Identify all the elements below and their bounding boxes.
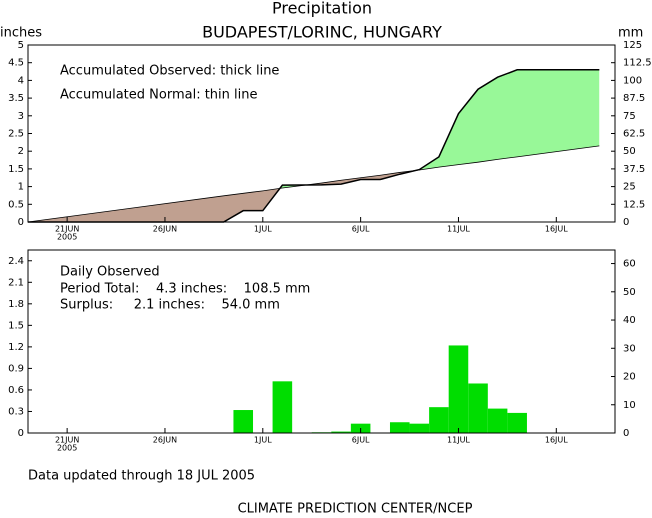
- y-tick-label: 0: [18, 217, 24, 228]
- y-tick-label: 2.4: [8, 256, 24, 267]
- y2-tick-label: 25: [623, 182, 636, 193]
- bar: [507, 412, 527, 433]
- accumulated-line: [28, 69, 600, 223]
- y-tick-label: 1.8: [8, 299, 24, 310]
- y2-tick-label: 20: [623, 372, 636, 383]
- y-tick-label: 0.5: [8, 199, 24, 210]
- y2-tick-label: 40: [623, 315, 636, 326]
- y-tick-label: 0: [18, 428, 24, 439]
- footer-credit: CLIMATE PREDICTION CENTER/NCEP: [238, 502, 473, 517]
- x-tick-label: 26JUN: [153, 225, 177, 234]
- y2-tick-label: 75: [623, 111, 636, 122]
- chart-title: Precipitation: [272, 0, 372, 18]
- y-axis-label: inches: [0, 26, 42, 41]
- y2-tick-label: 0: [623, 217, 629, 228]
- y-tick-label: 2.1: [8, 277, 24, 288]
- x-tick-label: 6JUL: [352, 436, 370, 445]
- y-tick-label: 0.9: [8, 363, 24, 374]
- y2-tick-label: 10: [623, 400, 636, 411]
- bar: [409, 423, 430, 433]
- year-label: 2005: [57, 444, 77, 453]
- x-tick-label: 16JUL: [545, 225, 568, 234]
- x-tick-label: 1JUL: [254, 436, 272, 445]
- plot-frame: [27, 249, 616, 434]
- y-tick-label: 2: [18, 146, 24, 157]
- x-tick-label: 16JUL: [545, 436, 568, 445]
- annotation: Period Total: 4.3 inches: 108.5 mm: [60, 282, 310, 297]
- bar: [272, 381, 293, 433]
- y-tick-label: 3.5: [8, 93, 24, 104]
- bar: [389, 422, 410, 433]
- annotation: Surplus: 2.1 inches: 54.0 mm: [60, 298, 280, 313]
- y-tick-label: 1.5: [8, 320, 24, 331]
- y-tick-label: 0.3: [8, 406, 24, 417]
- y-tick-label: 4: [18, 75, 24, 86]
- y2-tick-label: 125: [623, 40, 642, 51]
- bar: [233, 410, 254, 433]
- footer-updated: Data updated through 18 JUL 2005: [28, 469, 255, 484]
- y2-tick-label: 50: [623, 287, 636, 298]
- x-tick-label: 1JUL: [254, 225, 272, 234]
- bar: [448, 345, 469, 433]
- annotation: Accumulated Observed: thick line: [60, 64, 279, 79]
- bar: [487, 408, 508, 433]
- y2-tick-label: 30: [623, 343, 636, 354]
- y-tick-label: 4.5: [8, 58, 24, 69]
- y-tick-label: 1.2: [8, 342, 24, 353]
- y2-tick-label: 62.5: [623, 129, 645, 140]
- bar: [331, 431, 351, 433]
- y2-axis-label: mm: [618, 26, 643, 41]
- x-tick-label: 11JUL: [447, 436, 470, 445]
- y2-tick-label: 112.5: [623, 58, 652, 69]
- y-tick-label: 2.5: [8, 129, 24, 140]
- year-label: 2005: [57, 233, 77, 242]
- y-tick-label: 5: [18, 40, 24, 51]
- chart-subtitle: BUDAPEST/LORINC, HUNGARY: [202, 23, 442, 42]
- y2-tick-label: 37.5: [623, 164, 645, 175]
- bar: [429, 407, 449, 433]
- x-tick-label: 21JUN: [55, 225, 79, 234]
- y2-tick-label: 87.5: [623, 93, 645, 104]
- annotation: Accumulated Normal: thin line: [60, 88, 258, 103]
- accumulated-line: [27, 145, 600, 223]
- y2-tick-label: 100: [623, 75, 642, 86]
- y-tick-label: 0.6: [8, 385, 24, 396]
- annotation: Daily Observed: [60, 265, 160, 280]
- x-tick-label: 11JUL: [447, 225, 470, 234]
- y-tick-label: 3: [18, 111, 24, 122]
- y2-tick-label: 12.5: [623, 199, 645, 210]
- y2-tick-label: 50: [623, 146, 636, 157]
- y2-tick-label: 0: [623, 428, 629, 439]
- y2-tick-label: 60: [623, 259, 636, 270]
- bar: [468, 383, 488, 433]
- y-tick-label: 1: [18, 182, 24, 193]
- x-tick-label: 26JUN: [153, 436, 177, 445]
- x-tick-label: 6JUL: [352, 225, 370, 234]
- x-tick-label: 21JUN: [55, 436, 79, 445]
- y-tick-label: 1.5: [8, 164, 24, 175]
